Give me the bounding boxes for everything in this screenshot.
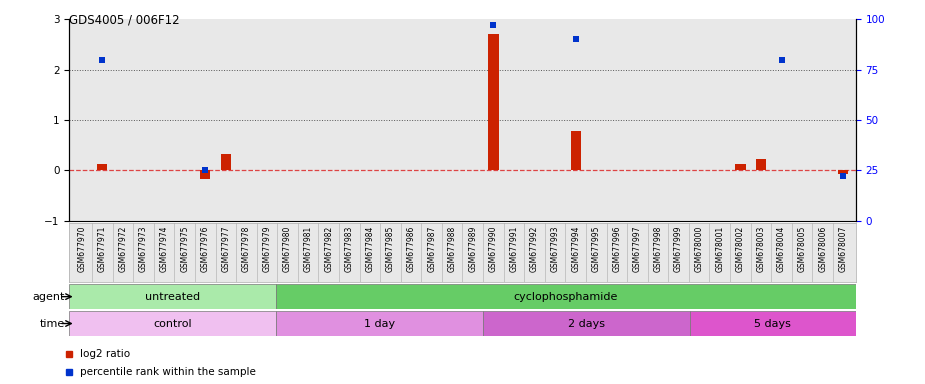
Bar xyxy=(690,311,856,336)
Text: GSM677983: GSM677983 xyxy=(345,226,353,272)
Text: agent: agent xyxy=(32,291,65,302)
Bar xyxy=(221,154,231,170)
Text: GSM678004: GSM678004 xyxy=(777,226,786,272)
Bar xyxy=(483,311,690,336)
Text: GSM677987: GSM677987 xyxy=(427,226,436,272)
Text: 1 day: 1 day xyxy=(364,318,395,329)
Text: GSM677995: GSM677995 xyxy=(592,226,600,272)
Text: GSM677993: GSM677993 xyxy=(550,226,560,272)
Text: percentile rank within the sample: percentile rank within the sample xyxy=(80,366,255,377)
Text: GSM678000: GSM678000 xyxy=(695,226,704,272)
Text: untreated: untreated xyxy=(145,291,201,302)
Text: GSM678001: GSM678001 xyxy=(715,226,724,272)
Text: 2 days: 2 days xyxy=(568,318,605,329)
Bar xyxy=(488,34,499,170)
Text: GSM677985: GSM677985 xyxy=(386,226,395,272)
Bar xyxy=(200,170,210,179)
Text: GSM677979: GSM677979 xyxy=(263,226,271,272)
Text: GSM677999: GSM677999 xyxy=(674,226,684,272)
Text: GSM677982: GSM677982 xyxy=(325,226,333,272)
Text: GSM677980: GSM677980 xyxy=(283,226,292,272)
Bar xyxy=(277,311,483,336)
Text: GSM677977: GSM677977 xyxy=(221,226,230,272)
Text: GSM677992: GSM677992 xyxy=(530,226,539,272)
Text: GSM678005: GSM678005 xyxy=(797,226,807,272)
Text: GSM677978: GSM677978 xyxy=(241,226,251,272)
Text: control: control xyxy=(154,318,192,329)
Bar xyxy=(69,284,277,309)
Text: GSM677971: GSM677971 xyxy=(98,226,106,272)
Bar xyxy=(97,164,107,170)
Text: time: time xyxy=(40,318,65,329)
Text: GSM677997: GSM677997 xyxy=(633,226,642,272)
Text: GSM677970: GSM677970 xyxy=(77,226,86,272)
Text: GSM677973: GSM677973 xyxy=(139,226,148,272)
Text: GSM677994: GSM677994 xyxy=(572,226,580,272)
Bar xyxy=(571,131,581,170)
Text: GSM677986: GSM677986 xyxy=(407,226,415,272)
Text: GSM677989: GSM677989 xyxy=(468,226,477,272)
Text: GSM677981: GSM677981 xyxy=(303,226,313,272)
Bar xyxy=(838,170,848,174)
Text: GSM678003: GSM678003 xyxy=(757,226,766,272)
Text: GSM677976: GSM677976 xyxy=(201,226,210,272)
Text: GSM677991: GSM677991 xyxy=(510,226,518,272)
Text: GSM677990: GSM677990 xyxy=(489,226,498,272)
Text: GSM678007: GSM678007 xyxy=(839,226,848,272)
Text: GSM677996: GSM677996 xyxy=(612,226,622,272)
Bar xyxy=(735,164,746,170)
Text: cyclophosphamide: cyclophosphamide xyxy=(513,291,618,302)
Bar xyxy=(69,311,277,336)
Text: GSM677998: GSM677998 xyxy=(654,226,662,272)
Text: GSM677984: GSM677984 xyxy=(365,226,375,272)
Text: GSM677988: GSM677988 xyxy=(448,226,457,272)
Text: log2 ratio: log2 ratio xyxy=(80,349,130,359)
Text: GSM677972: GSM677972 xyxy=(118,226,128,272)
Bar xyxy=(277,284,856,309)
Text: GSM677975: GSM677975 xyxy=(180,226,189,272)
Text: GSM677974: GSM677974 xyxy=(159,226,168,272)
Text: GSM678006: GSM678006 xyxy=(819,226,827,272)
Text: GDS4005 / 006F12: GDS4005 / 006F12 xyxy=(69,13,180,26)
Text: GSM678002: GSM678002 xyxy=(736,226,745,272)
Bar xyxy=(756,159,766,170)
Text: 5 days: 5 days xyxy=(755,318,791,329)
